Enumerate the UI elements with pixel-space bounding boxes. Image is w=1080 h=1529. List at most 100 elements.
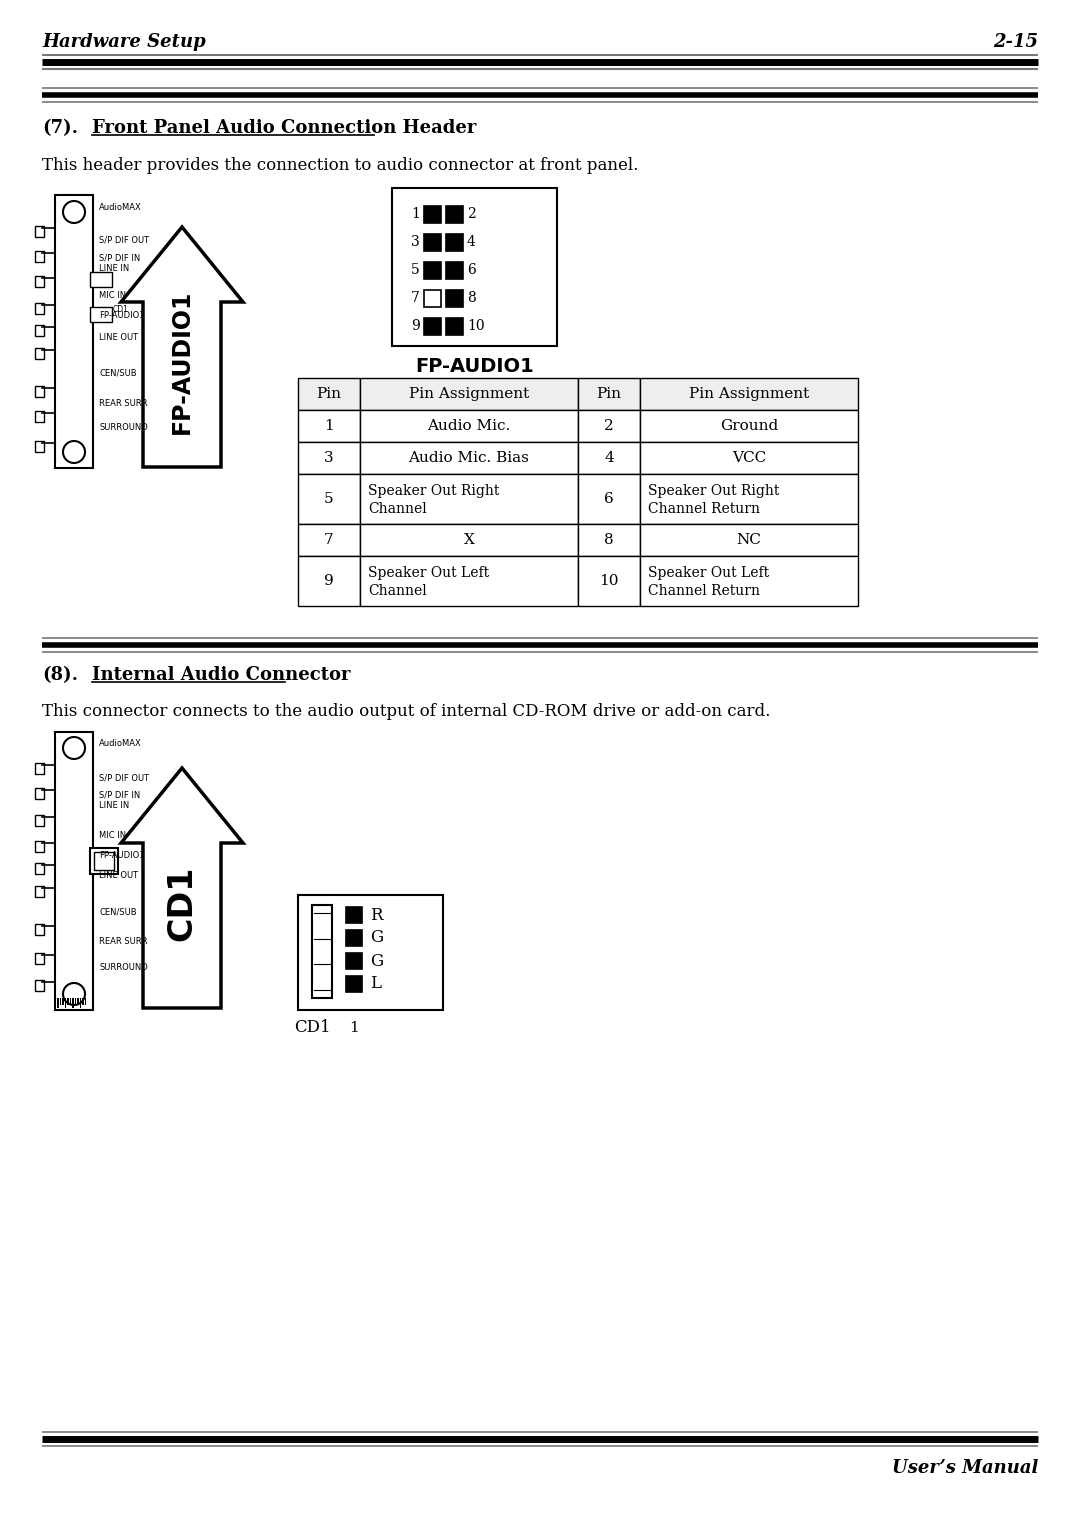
- Text: 4: 4: [604, 451, 613, 465]
- Text: 6: 6: [604, 492, 613, 506]
- Bar: [35, 841, 44, 852]
- Text: 9: 9: [324, 573, 334, 589]
- Bar: [446, 206, 463, 223]
- Bar: [346, 976, 362, 992]
- Bar: [57, 998, 58, 1008]
- Bar: [640, 524, 858, 557]
- Bar: [90, 272, 112, 287]
- Text: 2: 2: [604, 419, 613, 433]
- Text: S/P DIF IN
LINE IN: S/P DIF IN LINE IN: [99, 790, 140, 810]
- Bar: [446, 261, 463, 278]
- Text: AudioMAX: AudioMAX: [99, 202, 141, 211]
- Bar: [35, 980, 44, 991]
- Bar: [35, 924, 44, 936]
- Bar: [360, 524, 578, 557]
- Text: Front Panel Audio Connection Header: Front Panel Audio Connection Header: [92, 119, 476, 138]
- Bar: [424, 318, 441, 335]
- Text: AudioMAX: AudioMAX: [99, 740, 141, 749]
- Text: Audio Mic. Bias: Audio Mic. Bias: [408, 451, 529, 465]
- Bar: [312, 905, 332, 998]
- Circle shape: [63, 983, 85, 1005]
- Text: Pin: Pin: [316, 387, 341, 401]
- Bar: [69, 998, 71, 1005]
- Bar: [35, 862, 44, 875]
- Bar: [35, 440, 44, 453]
- Text: Hardware Setup: Hardware Setup: [42, 34, 206, 50]
- Bar: [346, 907, 362, 924]
- Bar: [35, 815, 44, 826]
- Bar: [298, 474, 360, 524]
- Text: L: L: [370, 976, 381, 992]
- Text: G: G: [370, 930, 383, 946]
- Text: S/P DIF OUT: S/P DIF OUT: [99, 235, 149, 245]
- Text: 8: 8: [604, 534, 613, 547]
- Text: FP-AUDIO1: FP-AUDIO1: [99, 852, 145, 861]
- Text: Pin: Pin: [596, 387, 621, 401]
- Bar: [84, 998, 86, 1005]
- Text: Speaker Out Right: Speaker Out Right: [648, 485, 780, 498]
- Bar: [75, 998, 76, 1005]
- Text: SURROUND: SURROUND: [99, 424, 148, 433]
- Bar: [424, 291, 441, 307]
- Text: 3: 3: [324, 451, 334, 465]
- Text: 1: 1: [349, 1021, 359, 1035]
- Text: CEN/SUB: CEN/SUB: [99, 368, 137, 378]
- Bar: [360, 378, 578, 410]
- Bar: [35, 277, 44, 287]
- Text: 2: 2: [467, 208, 476, 222]
- Bar: [298, 557, 360, 605]
- Text: MIC IN: MIC IN: [99, 830, 126, 839]
- Text: (8).: (8).: [42, 667, 78, 683]
- Text: R: R: [370, 907, 382, 924]
- Bar: [640, 557, 858, 605]
- Bar: [346, 930, 362, 946]
- Bar: [424, 261, 441, 278]
- Text: FP-AUDIO1: FP-AUDIO1: [170, 291, 194, 434]
- Text: 1: 1: [411, 208, 420, 222]
- Bar: [298, 378, 360, 410]
- Text: LINE OUT: LINE OUT: [99, 872, 138, 881]
- Text: Channel Return: Channel Return: [648, 502, 760, 515]
- Text: Pin Assignment: Pin Assignment: [409, 387, 529, 401]
- Circle shape: [63, 737, 85, 758]
- Text: REAR SURR: REAR SURR: [99, 937, 148, 946]
- Bar: [67, 998, 68, 1005]
- Bar: [59, 998, 60, 1005]
- Polygon shape: [121, 768, 243, 1008]
- Bar: [578, 442, 640, 474]
- Bar: [35, 303, 44, 313]
- Bar: [640, 442, 858, 474]
- Text: REAR SURR: REAR SURR: [99, 399, 148, 408]
- Bar: [298, 442, 360, 474]
- Text: (7).: (7).: [42, 119, 78, 138]
- Text: 2-15: 2-15: [993, 34, 1038, 50]
- Bar: [35, 326, 44, 336]
- Text: 9: 9: [411, 320, 420, 333]
- Bar: [360, 410, 578, 442]
- Text: Ground: Ground: [720, 419, 778, 433]
- Text: 3: 3: [411, 235, 420, 249]
- Bar: [424, 206, 441, 223]
- Bar: [80, 998, 81, 1008]
- Text: 7: 7: [411, 292, 420, 306]
- Bar: [35, 349, 44, 359]
- Bar: [35, 385, 44, 398]
- Text: Channel: Channel: [368, 584, 427, 598]
- Text: VCC: VCC: [732, 451, 766, 465]
- Bar: [578, 524, 640, 557]
- Text: 5: 5: [324, 492, 334, 506]
- Bar: [578, 378, 640, 410]
- Text: Pin Assignment: Pin Assignment: [689, 387, 809, 401]
- Text: NC: NC: [737, 534, 761, 547]
- Text: X: X: [463, 534, 474, 547]
- Bar: [392, 188, 557, 346]
- Bar: [65, 998, 66, 1008]
- Text: 6: 6: [467, 263, 476, 277]
- Text: FP-AUDIO1: FP-AUDIO1: [99, 312, 145, 321]
- Bar: [72, 998, 73, 1008]
- Bar: [446, 318, 463, 335]
- Bar: [360, 442, 578, 474]
- Text: Internal Audio Connector: Internal Audio Connector: [92, 667, 351, 683]
- Text: This header provides the connection to audio connector at front panel.: This header provides the connection to a…: [42, 156, 638, 173]
- Text: CD1: CD1: [165, 865, 199, 940]
